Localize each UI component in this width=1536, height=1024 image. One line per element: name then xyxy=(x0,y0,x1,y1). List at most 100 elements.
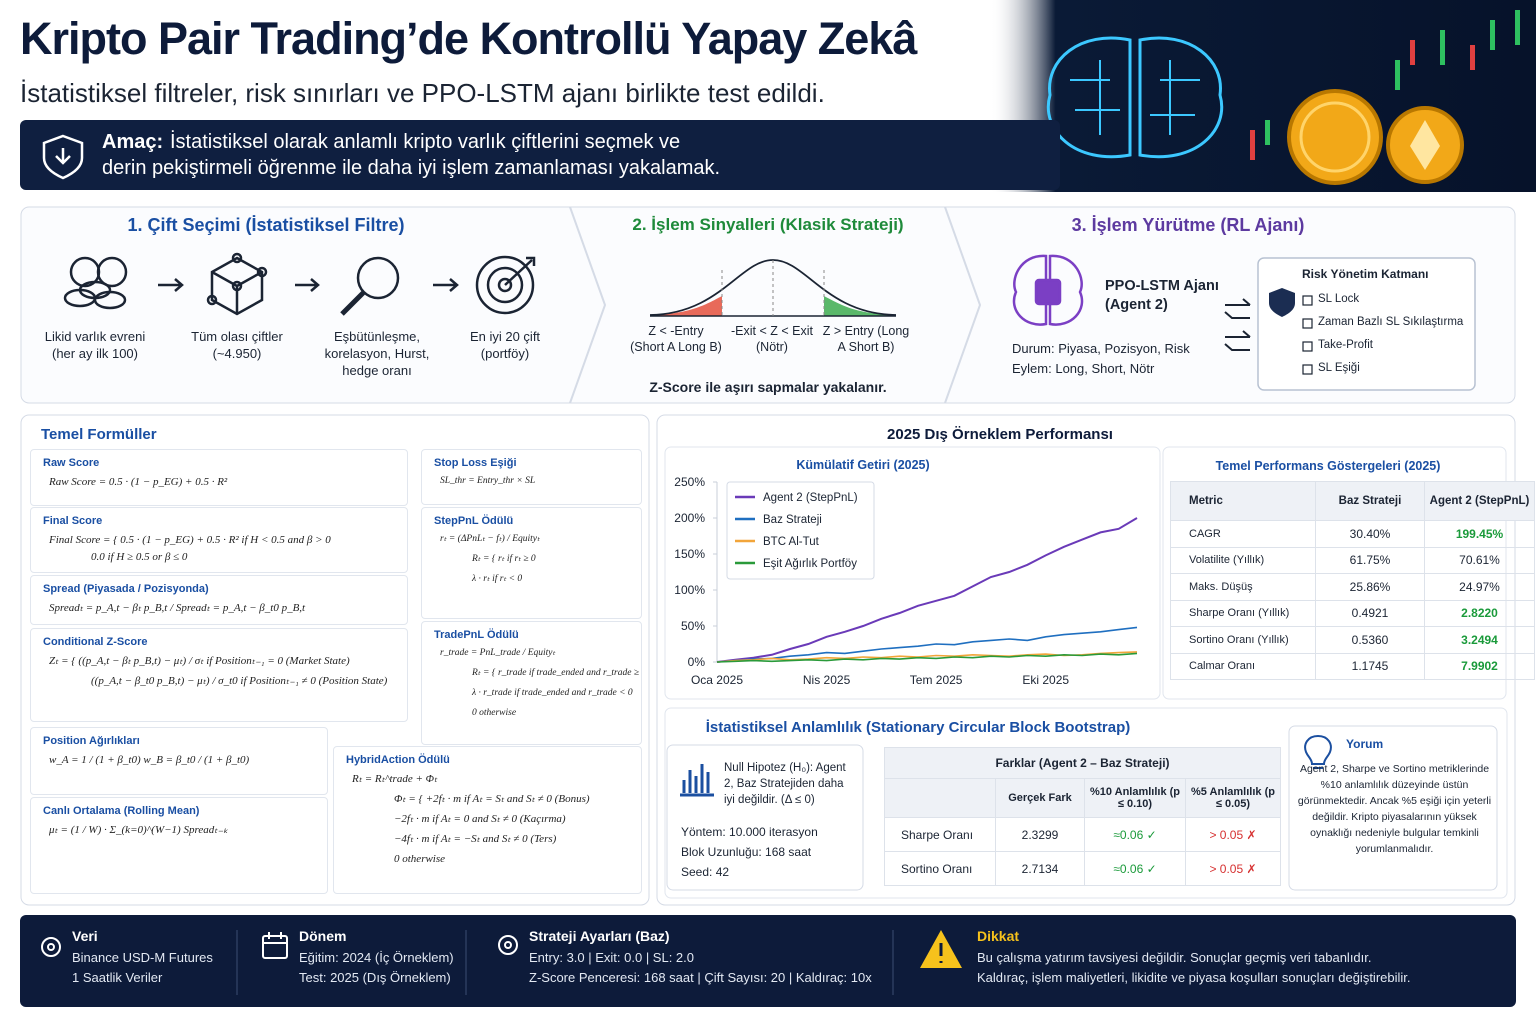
formula-name: Conditional Z-Score xyxy=(43,636,148,648)
cell: 2.8220 xyxy=(1424,599,1535,627)
formula-line: Rₜ = { rₜ if rₜ ≥ 0 xyxy=(472,554,536,564)
series-line xyxy=(716,626,1138,663)
zone-label: Z < -Entry (Short A Long B) xyxy=(630,324,722,354)
cell: Sortino Oranı (Yıllık) xyxy=(1170,626,1316,654)
coin-ring xyxy=(1299,101,1371,173)
formula-line: μₜ = (1 / W) · Σ_(k=0)^(W−1) Spreadₜ₋ₖ xyxy=(49,824,228,836)
series-line xyxy=(716,517,1138,663)
footer-title: Veri xyxy=(72,928,98,944)
footer-line: Z-Score Penceresi: 168 saat | Çift Sayıs… xyxy=(529,970,872,985)
formula-name: Final Score xyxy=(43,515,103,527)
cell: Sharpe Oranı xyxy=(884,817,996,852)
formula-line: w_A = 1 / (1 + β_t0) w_B = β_t0 / (1 + β… xyxy=(49,754,250,766)
row: Volatilite (Yıllık) 61.75% 70.61% xyxy=(1170,546,1535,574)
risk-item: Zaman Bazlı SL Sıkılaştırma xyxy=(1318,316,1464,328)
formula-line: 0 otherwise xyxy=(394,853,446,865)
x-tick-label: Oca 2025 xyxy=(691,673,743,687)
kpi-title: Temel Performans Göstergeleri (2025) xyxy=(1215,459,1441,473)
exchange-arrows xyxy=(1224,298,1251,351)
step-title: 1. Çift Seçimi (İstatistiksel Filtre) xyxy=(127,215,405,235)
footer-box xyxy=(20,915,1516,1007)
risk-title: Risk Yönetim Katmanı xyxy=(1302,267,1429,281)
formula-name: Spread (Piyasada / Pozisyonda) xyxy=(43,583,209,595)
formula-line: λ · r_trade if trade_ended and r_trade <… xyxy=(472,688,633,698)
formula-line: 0 otherwise xyxy=(472,708,517,718)
table: Metric Baz Strateji Agent 2 (StepPnL) CAGR 3… xyxy=(1170,481,1535,680)
formula-name: Position Ağırlıkları xyxy=(43,735,140,747)
section-title: İstatistiksel Anlamlılık (Stationary Cir… xyxy=(705,719,1131,736)
step-item: Tüm olası çiftler (~4.950) xyxy=(191,329,283,361)
footer-line: Entry: 3.0 | Exit: 0.0 | SL: 2.0 xyxy=(529,950,695,965)
formula-box: TradePnL Ödülü r_trade = PnL_trade / Equi… xyxy=(421,621,642,745)
step-title: 2. İşlem Sinyalleri (Klasik Strateji) xyxy=(632,215,904,234)
footer-line: Kaldıraç, işlem maliyetleri, likidite ve… xyxy=(977,970,1411,985)
formula-line: Final Score = { 0.5 · (1 − p_EG) + 0.5 ·… xyxy=(49,534,331,546)
footer-line: Binance USD-M Futures xyxy=(72,950,213,965)
legend-label: BTC Al-Tut xyxy=(763,536,820,548)
formula-line: rₜ = (ΔPnLₜ − fₜ) / Equityₜ xyxy=(440,534,540,544)
null-hypothesis: Null Hipotez (H₀): Agent 2, Baz Strateji… xyxy=(724,762,846,806)
formula-name: TradePnL Ödülü xyxy=(434,629,519,641)
goal-text: İstatistiksel olarak anlamlı kripto varl… xyxy=(170,131,681,153)
cell: 199.45% xyxy=(1424,520,1535,548)
formula-box: Raw Score Raw Score = 0.5 · (1 − p_EG) + … xyxy=(30,449,408,506)
cell: Maks. Düşüş xyxy=(1170,573,1316,601)
footer-line: Test: 2025 (Dış Örneklem) xyxy=(299,970,451,985)
bell-curve xyxy=(649,259,897,317)
formula-name: HybridAction Ödülü xyxy=(346,754,450,766)
formula-box: Position Ağırlıkları w_A = 1 / (1 + β_t0)… xyxy=(30,727,328,795)
formula-line: Zₜ = { ((p_A,t − βₜ p_B,t) − μₜ) / σₜ if… xyxy=(49,655,350,667)
agent-action: Eylem: Long, Short, Nötr xyxy=(1012,361,1155,376)
title: Kripto Pair Trading’de Kontrollü Yapay Z… xyxy=(20,13,917,64)
header-cell: Farklar (Agent 2 – Baz Strateji) xyxy=(884,747,1281,779)
step-item: Likid varlık evreni (her ay ilk 100) xyxy=(44,329,146,361)
cell: 61.75% xyxy=(1315,546,1425,574)
footer-line: Eğitim: 2024 (İç Örneklem) xyxy=(299,950,454,965)
cell: Sharpe Oranı (Yıllık) xyxy=(1170,599,1316,627)
method-line: Yöntem: 10.000 iterasyon xyxy=(681,825,818,839)
cell: Sortino Oranı xyxy=(884,851,996,886)
formula-name: StepPnL Ödülü xyxy=(434,515,514,527)
cell: 2.3299 xyxy=(995,817,1085,852)
zone-label: Z > Entry (Long A Short B) xyxy=(822,324,910,354)
formula-line: r_trade = PnL_trade / Equityₜ xyxy=(440,648,556,658)
goal-box xyxy=(20,120,1060,190)
step-icons xyxy=(63,252,536,316)
section-title: 2025 Dış Örneklem Performansı xyxy=(887,426,1113,443)
formula-line: SL_thr = Entry_thr × SL xyxy=(440,476,536,486)
formula-line: Rₜ = { r_trade if trade_ended and r_trad… xyxy=(472,668,642,678)
cell: > 0.05 ✗ xyxy=(1185,817,1281,852)
comment-title: Yorum xyxy=(1346,737,1384,751)
formula-line: 0.0 if H ≥ 0.5 or β ≤ 0 xyxy=(91,551,188,563)
pipeline-panel xyxy=(20,206,1516,404)
cell: CAGR xyxy=(1170,520,1316,548)
row: Gerçek Fark %10 Anlamlılık (p ≤ 0.10) %5 A… xyxy=(884,778,1281,818)
header-cell: Baz Strateji xyxy=(1315,481,1425,521)
method-line: Seed: 42 xyxy=(681,865,730,879)
cell: 1.1745 xyxy=(1315,652,1425,680)
formula-box: Canlı Ortalama (Rolling Mean) μₜ = (1 / W… xyxy=(30,797,328,894)
formula-name: Canlı Ortalama (Rolling Mean) xyxy=(43,805,200,817)
null-box xyxy=(666,744,864,891)
legend-box xyxy=(726,481,875,580)
bar-icon xyxy=(680,764,714,797)
row: Sortino Oranı 2.7134 ≈0.06 ✓ > 0.05 ✗ xyxy=(884,851,1281,886)
formula-line: Rₜ = Rₜ^trade + Φₜ xyxy=(352,773,438,785)
separator xyxy=(944,206,982,404)
row: Sharpe Oranı 2.3299 ≈0.06 ✓ > 0.05 ✗ xyxy=(884,817,1281,852)
step-item: Eşbütünleşme, korelasyon, Hurst, hedge o… xyxy=(324,329,430,378)
formula-line: ((p_A,t − β_t0 p_B,t) − μₜ) / σ_t0 if Po… xyxy=(91,675,388,687)
section-title: Temel Formüller xyxy=(41,426,157,443)
cell: 2.7134 xyxy=(995,851,1085,886)
formula-box: Spread (Piyasada / Pozisyonda) Spreadₜ = … xyxy=(30,575,408,625)
header-cell: Gerçek Fark xyxy=(995,778,1085,818)
cell: 0.4921 xyxy=(1315,599,1425,627)
header-cell: Agent 2 (StepPnL) xyxy=(1424,481,1535,521)
checkboxes xyxy=(1302,295,1313,375)
header-cell: %5 Anlamlılık (p ≤ 0.05) xyxy=(1185,778,1281,818)
step-item: En iyi 20 çift (portföy) xyxy=(469,329,541,361)
bulb-icon xyxy=(1304,734,1332,769)
shield-icon xyxy=(42,134,84,180)
y-tick-label: 150% xyxy=(674,547,705,561)
